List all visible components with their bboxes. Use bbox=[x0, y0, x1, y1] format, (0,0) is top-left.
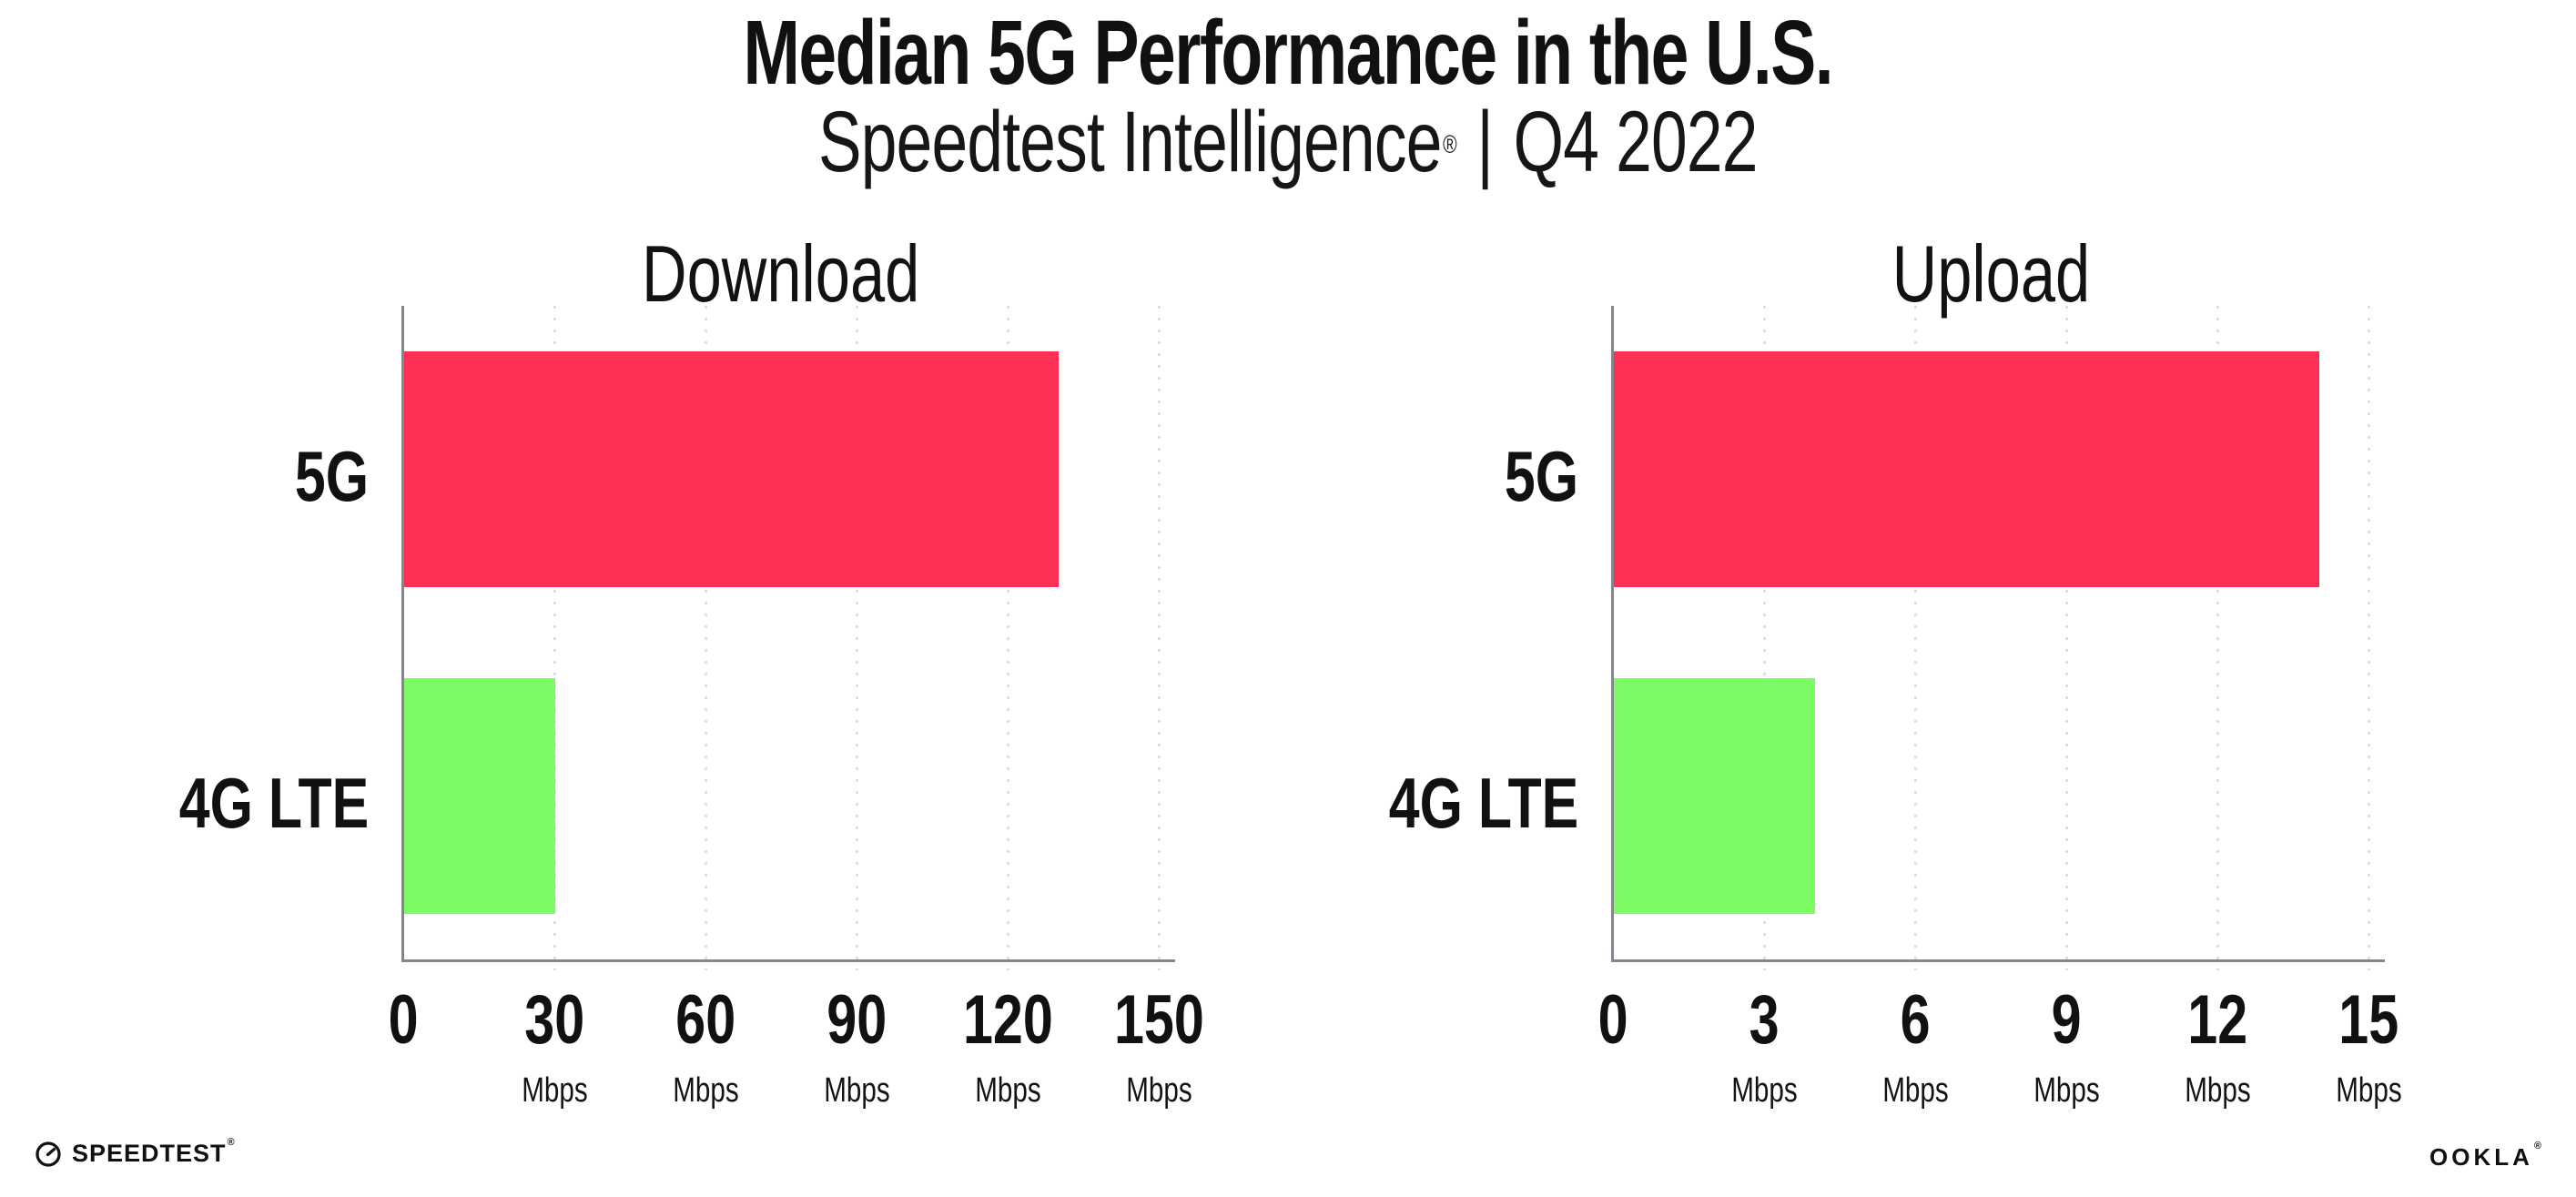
x-tick-unit: Mbps bbox=[521, 1071, 588, 1110]
x-tick-unit: Mbps bbox=[974, 1071, 1041, 1110]
category-label-5g: 5G bbox=[294, 435, 369, 516]
gridline bbox=[1913, 306, 1917, 970]
gridline bbox=[1006, 306, 1009, 970]
gridline bbox=[704, 306, 707, 970]
download-chart: Download 5G 4G LTE 0 30 Mbps 60 Mbps 90 Mbps 120 Mb… bbox=[88, 209, 1326, 1138]
registered-mark: ® bbox=[1443, 130, 1456, 158]
x-tick-unit: Mbps bbox=[823, 1071, 890, 1110]
x-tick-label: 150 bbox=[1113, 981, 1204, 1059]
gridline bbox=[2367, 306, 2370, 970]
bar-4g-lte bbox=[404, 678, 555, 914]
page-title: Median 5G Performance in the U.S. bbox=[743, 2, 1834, 104]
upload-chart: Upload 5G 4G LTE 0 3 Mbps 6 Mbps 9 Mbps 12 Mbps 15 Mb… bbox=[1298, 209, 2536, 1138]
x-tick-unit: Mbps bbox=[1730, 1071, 1798, 1110]
x-tick-unit: Mbps bbox=[672, 1071, 739, 1110]
gridline bbox=[1157, 306, 1161, 970]
page-subtitle: Speedtest Intelligence® | Q4 2022 bbox=[0, 95, 2576, 190]
bar-4g-lte bbox=[1614, 678, 1816, 914]
speedtest-registered-mark: ® bbox=[227, 1137, 236, 1148]
x-tick-label: 90 bbox=[827, 981, 887, 1059]
x-tick-label: 120 bbox=[962, 981, 1053, 1059]
chart-title: Upload bbox=[1891, 228, 2090, 319]
ookla-logo: OOKLA® bbox=[2429, 1141, 2545, 1172]
x-tick-unit: Mbps bbox=[1881, 1071, 1949, 1110]
y-axis-line bbox=[401, 306, 404, 959]
speedtest-wordmark: SPEEDTEST® bbox=[72, 1137, 236, 1167]
bar-5g bbox=[1614, 351, 2319, 587]
x-tick-label: 0 bbox=[1597, 981, 1628, 1059]
gridline bbox=[2064, 306, 2068, 970]
x-tick-label: 15 bbox=[2338, 981, 2399, 1059]
chart-title: Download bbox=[642, 228, 920, 319]
x-tick-unit: Mbps bbox=[2033, 1071, 2100, 1110]
x-tick-label: 30 bbox=[524, 981, 584, 1059]
category-label-4g-lte: 4G LTE bbox=[178, 762, 369, 843]
x-tick-label: 3 bbox=[1749, 981, 1780, 1059]
x-axis-line bbox=[1611, 959, 2385, 962]
subtitle-period: Q4 2022 bbox=[1513, 94, 1759, 190]
x-tick-label: 12 bbox=[2187, 981, 2247, 1059]
speedtest-gauge-icon bbox=[35, 1141, 61, 1167]
gridline bbox=[553, 306, 556, 970]
x-tick-label: 6 bbox=[1900, 981, 1931, 1059]
ookla-registered-mark: ® bbox=[2533, 1141, 2545, 1151]
x-tick-label: 9 bbox=[2051, 981, 2082, 1059]
subtitle-divider: | bbox=[1476, 94, 1494, 190]
ookla-wordmark: OOKLA bbox=[2429, 1143, 2533, 1171]
gridline bbox=[855, 306, 858, 970]
gridline bbox=[1762, 306, 1766, 970]
x-tick-label: 60 bbox=[675, 981, 735, 1059]
bar-5g bbox=[404, 351, 1060, 587]
category-label-4g-lte: 4G LTE bbox=[1388, 762, 1578, 843]
subtitle-brand: Speedtest Intelligence bbox=[818, 94, 1442, 190]
category-label-5g: 5G bbox=[1504, 435, 1578, 516]
gridline bbox=[2216, 306, 2219, 970]
x-tick-unit: Mbps bbox=[1125, 1071, 1192, 1110]
x-tick-label: 0 bbox=[388, 981, 419, 1059]
speedtest-logo: SPEEDTEST® bbox=[35, 1137, 236, 1168]
x-tick-unit: Mbps bbox=[2335, 1071, 2402, 1110]
x-axis-line bbox=[401, 959, 1175, 962]
x-tick-unit: Mbps bbox=[2184, 1071, 2251, 1110]
y-axis-line bbox=[1611, 306, 1614, 959]
